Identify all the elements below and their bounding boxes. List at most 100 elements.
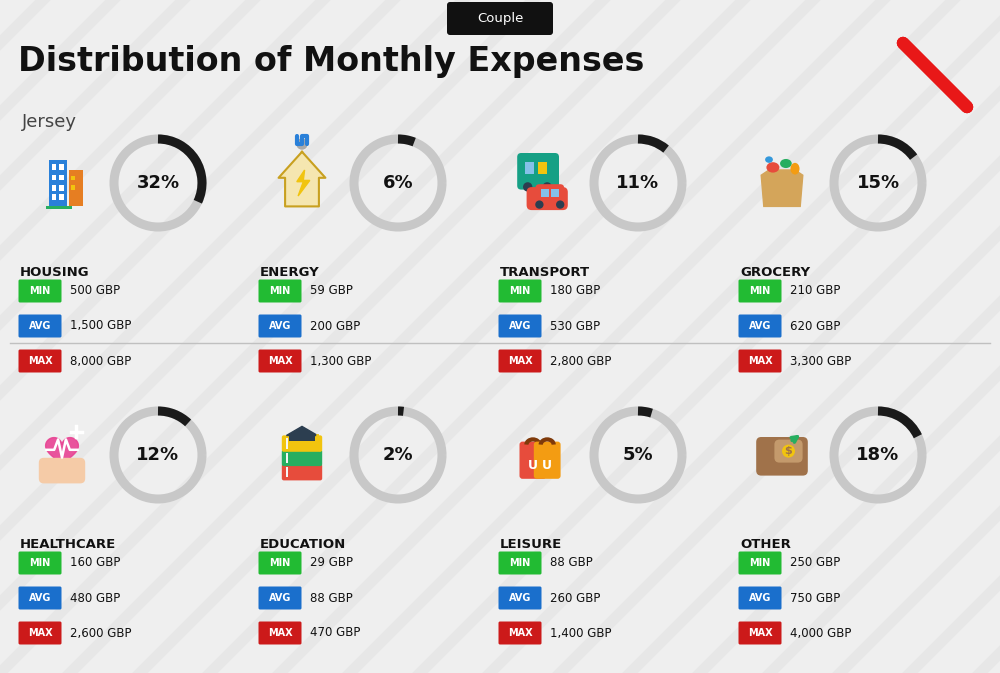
- Bar: [52, 194, 56, 200]
- Polygon shape: [761, 170, 803, 207]
- Bar: [59, 194, 64, 200]
- Text: 250 GBP: 250 GBP: [790, 557, 840, 569]
- FancyBboxPatch shape: [739, 586, 782, 610]
- Text: 530 GBP: 530 GBP: [550, 320, 600, 332]
- Circle shape: [556, 201, 564, 209]
- Text: $: $: [785, 446, 792, 456]
- Bar: [49, 160, 67, 207]
- Text: MIN: MIN: [269, 286, 291, 296]
- Text: MIN: MIN: [509, 558, 531, 568]
- Text: EDUCATION: EDUCATION: [260, 538, 346, 551]
- Text: 32%: 32%: [136, 174, 180, 192]
- Text: AVG: AVG: [749, 321, 771, 331]
- Bar: [59, 175, 64, 180]
- FancyBboxPatch shape: [18, 279, 62, 302]
- Bar: [71, 185, 75, 190]
- Bar: [541, 190, 549, 197]
- Text: 160 GBP: 160 GBP: [70, 557, 120, 569]
- Circle shape: [782, 445, 795, 458]
- Text: MIN: MIN: [509, 286, 531, 296]
- Bar: [68, 170, 83, 207]
- FancyBboxPatch shape: [258, 551, 301, 575]
- FancyBboxPatch shape: [739, 349, 782, 372]
- FancyBboxPatch shape: [258, 349, 301, 372]
- Text: 1,400 GBP: 1,400 GBP: [550, 627, 612, 639]
- Text: GROCERY: GROCERY: [740, 266, 810, 279]
- FancyBboxPatch shape: [499, 621, 542, 645]
- Text: 500 GBP: 500 GBP: [70, 285, 120, 297]
- Text: 29 GBP: 29 GBP: [310, 557, 353, 569]
- Text: 12%: 12%: [136, 446, 180, 464]
- Text: 750 GBP: 750 GBP: [790, 592, 840, 604]
- Bar: [286, 453, 288, 463]
- Bar: [46, 206, 72, 209]
- Text: AVG: AVG: [509, 321, 531, 331]
- Bar: [52, 164, 56, 170]
- FancyBboxPatch shape: [499, 551, 542, 575]
- FancyBboxPatch shape: [18, 621, 62, 645]
- Text: 3,300 GBP: 3,300 GBP: [790, 355, 851, 367]
- FancyBboxPatch shape: [774, 439, 803, 462]
- Text: AVG: AVG: [29, 321, 51, 331]
- Text: U: U: [528, 459, 538, 472]
- Text: U: U: [542, 459, 552, 472]
- FancyBboxPatch shape: [535, 184, 564, 201]
- FancyBboxPatch shape: [258, 586, 301, 610]
- Polygon shape: [286, 427, 318, 435]
- FancyBboxPatch shape: [18, 349, 62, 372]
- Text: 210 GBP: 210 GBP: [790, 285, 840, 297]
- Text: 6%: 6%: [383, 174, 413, 192]
- Bar: [538, 162, 547, 174]
- Text: 18%: 18%: [856, 446, 900, 464]
- Text: Couple: Couple: [477, 12, 523, 25]
- Bar: [59, 185, 64, 191]
- Text: 1,500 GBP: 1,500 GBP: [70, 320, 131, 332]
- Text: LEISURE: LEISURE: [500, 538, 562, 551]
- Bar: [286, 438, 288, 449]
- Text: Jersey: Jersey: [22, 113, 77, 131]
- FancyBboxPatch shape: [282, 450, 322, 466]
- Text: MAX: MAX: [28, 628, 52, 638]
- Circle shape: [296, 138, 308, 149]
- Text: 1,300 GBP: 1,300 GBP: [310, 355, 371, 367]
- Bar: [286, 467, 288, 477]
- Polygon shape: [297, 170, 310, 196]
- Text: 470 GBP: 470 GBP: [310, 627, 360, 639]
- Text: MIN: MIN: [29, 286, 51, 296]
- FancyBboxPatch shape: [282, 435, 322, 452]
- Text: MAX: MAX: [28, 356, 52, 366]
- Text: 11%: 11%: [616, 174, 660, 192]
- Bar: [289, 435, 315, 441]
- FancyBboxPatch shape: [258, 314, 301, 337]
- Text: 8,000 GBP: 8,000 GBP: [70, 355, 131, 367]
- Text: MAX: MAX: [748, 628, 772, 638]
- Text: AVG: AVG: [269, 321, 291, 331]
- Text: MIN: MIN: [749, 558, 771, 568]
- Text: 88 GBP: 88 GBP: [310, 592, 353, 604]
- FancyBboxPatch shape: [517, 153, 559, 190]
- Circle shape: [523, 182, 532, 192]
- Text: TRANSPORT: TRANSPORT: [500, 266, 590, 279]
- FancyBboxPatch shape: [534, 441, 561, 479]
- Text: AVG: AVG: [269, 593, 291, 603]
- Text: MAX: MAX: [508, 628, 532, 638]
- Text: 15%: 15%: [856, 174, 900, 192]
- Text: 59 GBP: 59 GBP: [310, 285, 353, 297]
- FancyBboxPatch shape: [499, 349, 542, 372]
- Bar: [525, 162, 534, 174]
- Ellipse shape: [780, 159, 792, 168]
- Text: OTHER: OTHER: [740, 538, 791, 551]
- FancyBboxPatch shape: [756, 437, 808, 476]
- FancyBboxPatch shape: [499, 314, 542, 337]
- FancyBboxPatch shape: [527, 187, 568, 210]
- FancyBboxPatch shape: [739, 621, 782, 645]
- Text: AVG: AVG: [509, 593, 531, 603]
- FancyBboxPatch shape: [258, 279, 301, 302]
- FancyBboxPatch shape: [499, 586, 542, 610]
- Ellipse shape: [765, 156, 773, 163]
- Circle shape: [535, 201, 544, 209]
- Text: 260 GBP: 260 GBP: [550, 592, 600, 604]
- Bar: [59, 164, 64, 170]
- Bar: [71, 176, 75, 180]
- FancyBboxPatch shape: [519, 441, 546, 479]
